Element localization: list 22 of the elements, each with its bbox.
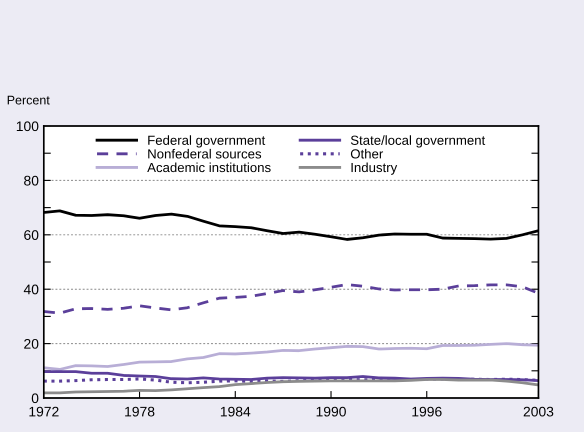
x-tick-label: 1984 — [220, 406, 250, 417]
legend-label: Other — [350, 148, 384, 159]
line-series — [44, 283, 538, 315]
x-tick-label: 1978 — [125, 406, 154, 417]
legend-label: State/local government — [350, 135, 486, 148]
line-series — [44, 378, 538, 394]
x-tick-label: 2003 — [524, 406, 554, 417]
line-series — [44, 342, 538, 371]
x-tick-label: 1996 — [412, 406, 442, 417]
y-axis-title: Percent — [8, 96, 50, 105]
x-tick-label: 1990 — [316, 406, 346, 417]
y-tick-label: 100 — [16, 121, 38, 132]
y-tick-label: 40 — [24, 284, 38, 294]
legend-label: Federal government — [148, 135, 266, 148]
legend-label: Industry — [351, 162, 398, 175]
y-tick-label: 20 — [24, 338, 38, 349]
y-tick-label: 80 — [24, 176, 38, 186]
legend-label: Academic institutions — [147, 162, 271, 172]
y-tick-label: 0 — [32, 393, 38, 404]
y-tick-label: 60 — [24, 230, 38, 240]
legend-label: Nonfederal sources — [148, 148, 262, 159]
x-tick-label: 1972 — [29, 406, 59, 417]
